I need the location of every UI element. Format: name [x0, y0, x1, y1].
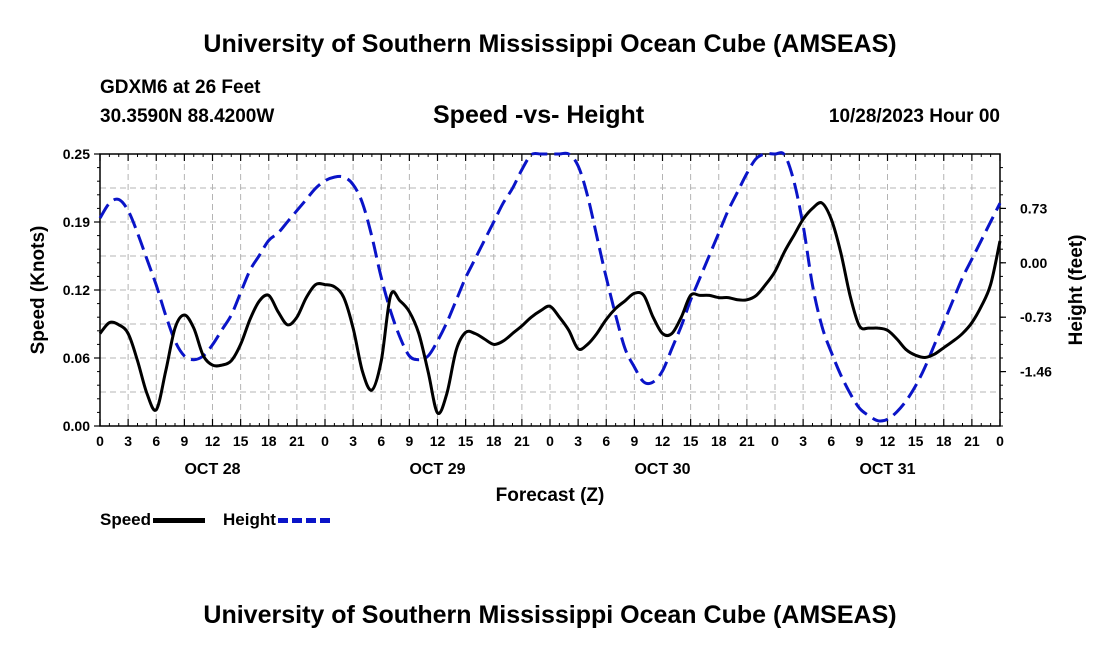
- x-tick-label: 6: [377, 433, 385, 449]
- x-tick-label: 0: [771, 433, 779, 449]
- x-tick-label: 21: [964, 433, 980, 449]
- x-tick-label: 9: [630, 433, 638, 449]
- height-series-line: [98, 151, 1002, 423]
- x-tick-label: 21: [739, 433, 755, 449]
- x-tick-label: 21: [289, 433, 305, 449]
- x-tick-label: 0: [996, 433, 1004, 449]
- x-tick-label: 18: [711, 433, 727, 449]
- y2-tick-label: -0.73: [1020, 309, 1052, 325]
- y-tick-label: 0.12: [63, 282, 90, 298]
- footer-title: University of Southern Mississippi Ocean…: [203, 601, 897, 629]
- y-axis-title: Speed (Knots): [28, 226, 49, 355]
- x-tick-label: 15: [458, 433, 474, 449]
- x-tick-label: 12: [655, 433, 671, 449]
- y2-tick-label: -1.46: [1020, 364, 1052, 380]
- y2-axis-title: Height (feet): [1066, 235, 1087, 346]
- forecast-datetime: 10/28/2023 Hour 00: [828, 106, 1000, 127]
- legend-speed-label: Speed: [100, 510, 152, 529]
- x-tick-label: 3: [574, 433, 582, 449]
- legend-speed-line: [153, 518, 206, 524]
- x-tick-label: 3: [799, 433, 807, 449]
- x-tick-label: 21: [514, 433, 530, 449]
- chart-subtitle: Speed -vs- Height: [433, 101, 645, 129]
- day-label: OCT 29: [409, 461, 465, 478]
- x-tick-label: 15: [908, 433, 924, 449]
- x-axis-title: Forecast (Z): [496, 485, 605, 506]
- x-tick-label: 18: [936, 433, 952, 449]
- day-label: OCT 28: [184, 461, 240, 478]
- x-tick-label: 12: [880, 433, 896, 449]
- x-tick-label: 15: [683, 433, 699, 449]
- x-tick-label: 0: [96, 433, 104, 449]
- x-tick-label: 9: [405, 433, 413, 449]
- station-coords: 30.3590N 88.4200W: [100, 106, 275, 127]
- x-tick-label: 0: [546, 433, 554, 449]
- station-label: GDXM6 at 26 Feet: [100, 77, 261, 98]
- page-title: University of Southern Mississippi Ocean…: [203, 30, 897, 58]
- y2-tick-label: 0.00: [1020, 255, 1047, 271]
- x-tick-label: 3: [124, 433, 132, 449]
- x-tick-label: 3: [349, 433, 357, 449]
- x-tick-label: 9: [855, 433, 863, 449]
- x-tick-label: 18: [261, 433, 277, 449]
- y-tick-label: 0.19: [63, 214, 90, 230]
- x-tick-label: 6: [827, 433, 835, 449]
- y2-tick-label: 0.73: [1020, 200, 1047, 216]
- x-tick-label: 6: [152, 433, 160, 449]
- x-tick-label: 18: [486, 433, 502, 449]
- y-tick-label: 0.06: [63, 350, 90, 366]
- x-tick-label: 15: [233, 433, 249, 449]
- axis-labels: 0 3 6 9 12 15 18 21 0 3 6 9 12 15 18 21 0 3 6 9 12 15 18 21 0 3 6 9…: [28, 146, 1087, 506]
- x-tick-label: 12: [430, 433, 446, 449]
- day-label: OCT 30: [634, 461, 690, 478]
- data-series: [98, 151, 1002, 423]
- legend-height-line: [277, 518, 330, 524]
- plot-frame: [99, 153, 1001, 427]
- x-tick-label: 6: [602, 433, 610, 449]
- grid-lines: [100, 154, 1000, 426]
- legend: Speed Height: [100, 510, 330, 530]
- legend-height-label: Height: [223, 510, 276, 529]
- x-tick-label: 0: [321, 433, 329, 449]
- y-tick-label: 0.25: [63, 146, 90, 162]
- speed-series-line: [98, 201, 1002, 416]
- y-tick-label: 0.00: [63, 418, 90, 434]
- day-label: OCT 31: [859, 461, 915, 478]
- x-tick-label: 9: [180, 433, 188, 449]
- x-tick-label: 12: [205, 433, 221, 449]
